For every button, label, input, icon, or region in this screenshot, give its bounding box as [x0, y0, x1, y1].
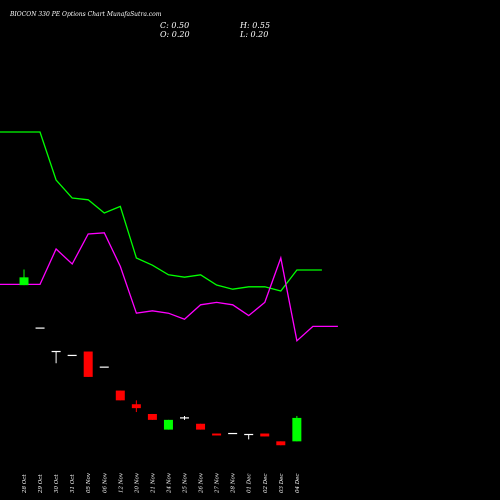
candle-body	[35, 327, 45, 329]
low-value: L: 0.20	[239, 30, 268, 39]
candle-body	[19, 277, 29, 286]
x-tick-label: 12 Nov	[118, 472, 124, 493]
candle-body	[51, 350, 61, 353]
candle-body	[292, 417, 302, 442]
x-tick-label: 02 Dec	[263, 474, 269, 494]
candle-2	[51, 350, 61, 364]
open-value: O: 0.20	[160, 30, 190, 39]
x-tick-label: 20 Nov	[134, 472, 140, 494]
x-tick-label: 01 Dec	[247, 474, 253, 494]
candle-16	[276, 441, 286, 446]
candle-body	[99, 366, 109, 368]
candle-body	[131, 404, 141, 409]
candles	[19, 269, 302, 446]
candle-14	[244, 433, 254, 440]
candle-3	[67, 354, 77, 357]
candle-13	[228, 432, 238, 435]
candle-body	[67, 354, 77, 357]
series-line-0	[0, 131, 322, 292]
chart-title: BIOCON 330 PE Options Chart MunafaSutra.…	[9, 11, 162, 18]
candle-body	[196, 423, 206, 430]
moving-average-lines	[0, 131, 338, 343]
candle-body	[83, 351, 93, 377]
candle-body	[228, 432, 238, 435]
x-tick-label: 30 Oct	[54, 474, 60, 493]
candle-body	[212, 433, 222, 436]
x-tick-label: 31 Oct	[70, 474, 76, 493]
candle-12	[212, 433, 222, 436]
candle-8	[147, 414, 157, 420]
x-tick-label: 24 Nov	[166, 472, 172, 494]
candle-6	[115, 390, 125, 401]
x-tick-label: 21 Nov	[150, 472, 156, 494]
x-tick-label: 27 Nov	[215, 472, 221, 494]
x-tick-label: 28 Nov	[231, 472, 237, 494]
candle-body	[260, 433, 270, 437]
candle-9	[163, 419, 173, 430]
candle-4	[83, 351, 93, 377]
candle-body	[276, 441, 286, 446]
close-value: C: 0.50	[160, 21, 189, 30]
x-tick-label: 06 Nov	[102, 472, 108, 493]
x-tick-label: 05 Nov	[86, 472, 92, 493]
candle-0	[19, 269, 29, 286]
candle-body	[163, 419, 173, 430]
x-tick-label: 25 Nov	[183, 472, 189, 494]
candle-17	[292, 415, 302, 442]
x-axis-ticks: 28 Oct 29 Oct 30 Oct 31 Oct 05 Nov 06 Nov 12 N…	[22, 472, 301, 494]
candle-body	[244, 433, 254, 436]
candle-body	[147, 414, 157, 420]
candle-10	[180, 415, 189, 420]
x-tick-label: 26 Nov	[199, 472, 205, 494]
candle-7	[131, 400, 141, 413]
x-tick-label: 28 Oct	[22, 474, 28, 494]
x-tick-label: 29 Oct	[38, 474, 44, 494]
candle-1	[35, 327, 45, 329]
x-tick-label: 04 Dec	[295, 474, 301, 494]
candle-15	[260, 433, 270, 437]
x-tick-label: 03 Dec	[279, 474, 285, 494]
high-value: H: 0.55	[239, 21, 270, 30]
candle-5	[99, 366, 109, 368]
candle-body	[180, 417, 189, 419]
series-line-1	[0, 232, 338, 343]
candle-11	[196, 423, 206, 430]
candle-body	[115, 390, 125, 401]
